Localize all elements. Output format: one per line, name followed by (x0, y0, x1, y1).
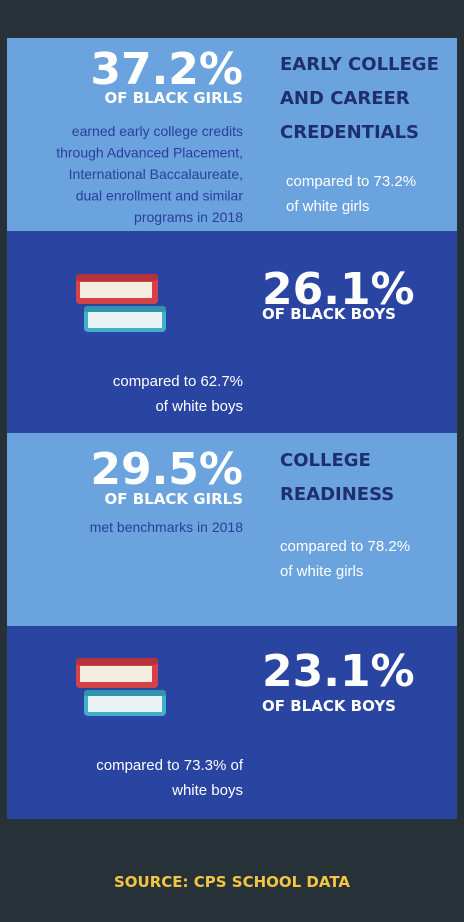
stat-group: OF BLACK BOYS (262, 697, 396, 715)
description: met benchmarks in 2018 (90, 519, 244, 535)
stat-group: OF BLACK GIRLS (105, 490, 243, 508)
comparison: compared to 78.2% (280, 538, 410, 555)
books-icon (76, 274, 166, 332)
source: SOURCE: CPS SCHOOL DATA (114, 873, 350, 891)
comparison: of white girls (280, 563, 363, 580)
panel (7, 433, 457, 626)
description: dual enrollment and similar (76, 188, 244, 204)
comparison: compared to 73.2% (286, 173, 416, 190)
stat-value: 37.2% (90, 44, 243, 95)
heading: AND CAREER (280, 88, 410, 109)
books-icon (76, 658, 166, 716)
stat-group: OF BLACK BOYS (262, 305, 396, 323)
description: International Baccalaureate, (69, 166, 243, 182)
comparison: of white boys (155, 398, 243, 415)
heading: EARLY COLLEGE (280, 54, 439, 75)
heading: CREDENTIALS (280, 122, 419, 143)
stat-value: 29.5% (90, 444, 243, 495)
stat-value: 26.1% (262, 264, 415, 315)
stat-value: 23.1% (262, 646, 415, 697)
comparison: compared to 73.3% of (96, 757, 244, 774)
panel (7, 231, 457, 433)
heading: COLLEGE (280, 450, 371, 471)
panel (7, 38, 457, 231)
heading: READINESS (280, 484, 394, 505)
description: programs in 2018 (134, 209, 243, 225)
stat-group: OF BLACK GIRLS (105, 89, 243, 107)
description: earned early college credits (72, 123, 243, 139)
description: through Advanced Placement, (56, 145, 243, 161)
comparison: of white girls (286, 198, 369, 215)
comparison: compared to 62.7% (113, 373, 243, 390)
comparison: white boys (171, 782, 243, 799)
